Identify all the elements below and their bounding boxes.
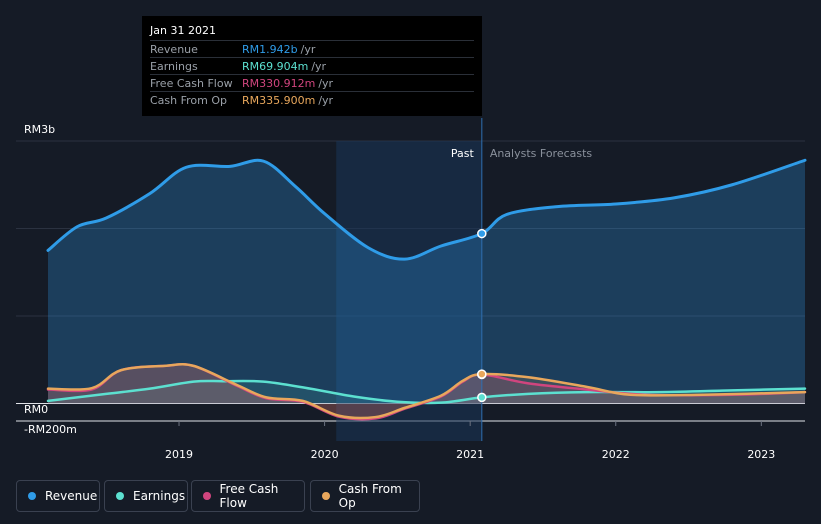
legend-label: Free Cash Flow bbox=[219, 482, 279, 510]
legend-item-revenue[interactable]: Revenue bbox=[16, 480, 100, 512]
tooltip-row-free-cash-flow: Free Cash Flow RM330.912m/yr bbox=[150, 74, 474, 92]
earnings-line bbox=[46, 379, 807, 405]
legend-dot-icon bbox=[203, 492, 211, 500]
cash-from-op-marker bbox=[477, 369, 487, 379]
x-tick-label: 2021 bbox=[456, 448, 484, 461]
legend-label: Cash From Op bbox=[338, 482, 402, 510]
y-tick-label: RM3b bbox=[24, 123, 55, 136]
x-tick-label: 2019 bbox=[165, 448, 193, 461]
earnings-marker bbox=[477, 392, 487, 403]
revenue-area bbox=[48, 160, 805, 404]
x-tick-label: 2020 bbox=[311, 448, 339, 461]
legend-item-free-cash-flow[interactable]: Free Cash Flow bbox=[191, 480, 305, 512]
tooltip-label: Cash From Op bbox=[150, 94, 228, 107]
tooltip-value: RM335.900m/yr bbox=[242, 94, 334, 107]
tooltip-row-earnings: Earnings RM69.904m/yr bbox=[150, 57, 474, 75]
tooltip-value: RM1.942b/yr bbox=[242, 43, 316, 56]
legend-label: Revenue bbox=[45, 489, 98, 503]
legend-item-earnings[interactable]: Earnings bbox=[104, 480, 188, 512]
legend-dot-icon bbox=[28, 492, 36, 500]
series-lines bbox=[46, 158, 807, 421]
legend-dot-icon bbox=[322, 492, 330, 500]
tooltip-value: RM69.904m/yr bbox=[242, 60, 327, 73]
past-label: Past bbox=[451, 147, 475, 160]
cash-from-op-line bbox=[46, 363, 807, 420]
legend-label: Earnings bbox=[133, 489, 186, 503]
tooltip-row-cash-from-op: Cash From Op RM335.900m/yr bbox=[150, 91, 474, 109]
forecast-label: Analysts Forecasts bbox=[490, 147, 593, 160]
tooltip-value: RM330.912m/yr bbox=[242, 77, 334, 90]
x-tick-label: 2023 bbox=[747, 448, 775, 461]
y-tick-label: -RM200m bbox=[24, 423, 77, 436]
legend-dot-icon bbox=[116, 492, 124, 500]
tooltip: Jan 31 2021 Revenue RM1.942b/yr Earnings… bbox=[142, 16, 482, 116]
tooltip-row-revenue: Revenue RM1.942b/yr bbox=[150, 40, 474, 58]
y-axis-labels: RM3b RM0 -RM200m bbox=[24, 123, 77, 436]
x-tick-label: 2022 bbox=[602, 448, 630, 461]
legend-item-cash-from-op[interactable]: Cash From Op bbox=[310, 480, 420, 512]
tooltip-label: Earnings bbox=[150, 60, 198, 73]
revenue-marker bbox=[477, 228, 487, 239]
past-highlight-region bbox=[336, 141, 482, 441]
y-tick-label: RM0 bbox=[24, 403, 48, 416]
x-axis-labels: 2019 2020 2021 2022 2023 bbox=[165, 421, 775, 461]
tooltip-label: Revenue bbox=[150, 43, 198, 56]
tooltip-date: Jan 31 2021 bbox=[150, 24, 216, 37]
revenue-line bbox=[46, 158, 807, 261]
tooltip-label: Free Cash Flow bbox=[150, 77, 233, 90]
series-markers bbox=[477, 228, 487, 403]
